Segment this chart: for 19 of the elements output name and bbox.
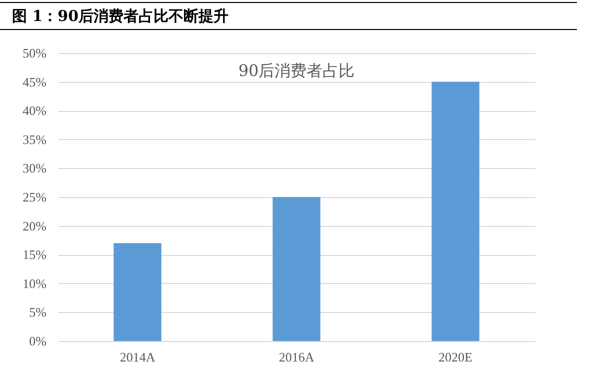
y-tick-label: 50% (22, 46, 47, 60)
y-tick-label: 25% (22, 190, 47, 204)
y-tick-label: 10% (22, 276, 47, 291)
bar (432, 82, 480, 341)
bar (272, 197, 320, 341)
y-tick-label: 30% (22, 160, 47, 176)
y-tick-label: 40% (22, 103, 47, 118)
x-tick-label: 2020E (438, 350, 473, 364)
x-tick-label: 2014A (120, 350, 156, 364)
text: 90后消费者占比 (238, 61, 355, 80)
y-tick-label: 35% (22, 132, 47, 147)
y-tick-label: 45% (22, 74, 47, 90)
chart-title: 图 1：90后消费者占比不断提升 (0, 2, 577, 30)
x-tick-label: 2016A (278, 350, 315, 364)
y-tick-label: 0% (29, 334, 47, 348)
y-tick-label: 15% (22, 247, 47, 262)
y-tick-label: 5% (29, 304, 47, 320)
bar (114, 243, 162, 341)
y-tick-label: 20% (22, 218, 47, 234)
